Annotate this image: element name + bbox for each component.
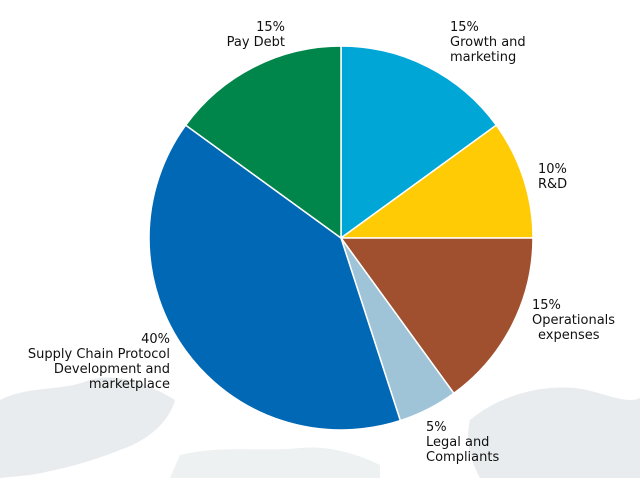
pie-slice-operational: [340, 237, 534, 395]
label-pay-debt-percent: 15%: [256, 20, 285, 35]
label-growth-line2: marketing: [450, 50, 517, 65]
label-rnd-percent: 10%: [538, 162, 567, 177]
label-legal-line1: Legal and: [426, 435, 490, 450]
label-operational: 15% Operationals expenses: [532, 298, 615, 343]
label-supply-chain-line1: Supply Chain Protocol: [27, 347, 170, 362]
label-legal: 5% Legal and Compliants: [426, 420, 499, 465]
label-rnd: 10% R&D: [538, 162, 567, 192]
map-shape-mid: [170, 447, 380, 478]
map-shape-left: [0, 377, 175, 478]
label-legal-percent: 5%: [426, 420, 447, 435]
label-supply-chain-line3: marketplace: [88, 377, 170, 392]
pie-slice-rnd: [340, 124, 534, 239]
label-growth: 15% Growth and marketing: [450, 20, 526, 65]
pie-slice-growth: [340, 45, 498, 239]
label-growth-percent: 15%: [450, 20, 479, 35]
label-growth-line1: Growth and: [450, 35, 526, 50]
label-rnd-line1: R&D: [538, 177, 568, 192]
label-legal-line2: Compliants: [426, 450, 500, 465]
map-shape-right: [468, 387, 640, 478]
label-operational-percent: 15%: [532, 298, 561, 313]
label-supply-chain-line2: Development and: [53, 362, 170, 377]
pie-slice-pay-debt: [184, 45, 342, 239]
label-supply-chain: 40% Supply Chain Protocol Development an…: [28, 332, 170, 392]
label-supply-chain-percent: 40%: [141, 332, 170, 347]
label-pay-debt: 15% Pay Debt: [227, 20, 285, 50]
label-operational-line2: expenses: [538, 328, 600, 343]
label-operational-line1: Operationals: [532, 313, 616, 328]
pie-slice-supply-chain: [148, 124, 402, 431]
label-pay-debt-line1: Pay Debt: [226, 35, 285, 50]
